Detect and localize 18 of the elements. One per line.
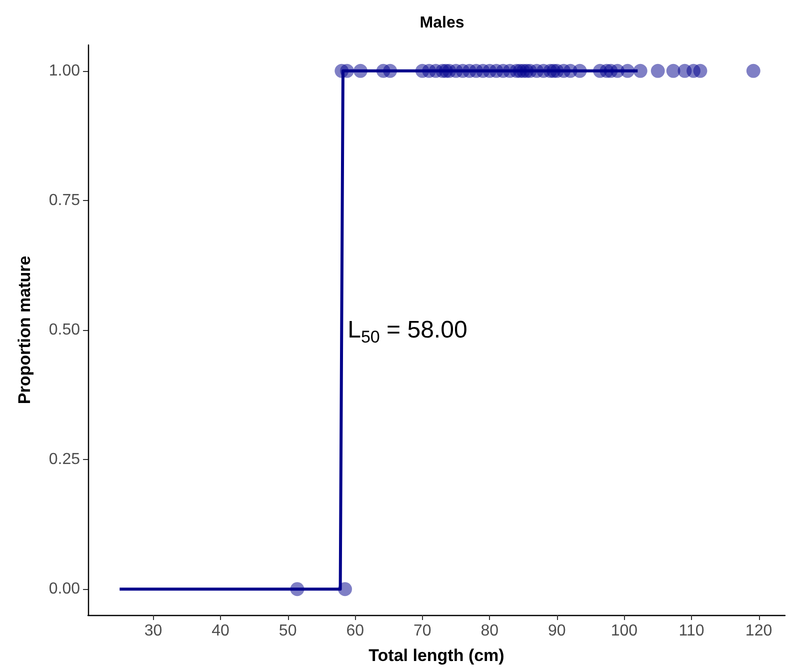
x-tick-label: 100: [610, 622, 638, 640]
y-tick-label: 0.75: [48, 192, 80, 209]
y-tick-label: 0.50: [48, 322, 80, 338]
x-tick-label: 110: [678, 622, 704, 640]
x-tick-label: 30: [144, 622, 162, 640]
y-tick-label: 1.00: [48, 62, 80, 80]
chart-title: Males: [420, 14, 464, 32]
x-tick-label: 80: [480, 622, 499, 640]
y-axis-title: Proportion mature: [15, 256, 34, 404]
x-tick-label: 60: [346, 622, 364, 640]
x-tick-label: 50: [278, 622, 297, 640]
x-tick-label: 120: [745, 622, 772, 640]
x-tick-label: 70: [413, 622, 432, 640]
y-tick-label: 0.25: [48, 451, 80, 468]
x-tick-label: 40: [212, 622, 230, 640]
x-tick-label: 90: [548, 622, 566, 640]
y-tick-label: 0.00: [48, 580, 80, 598]
x-axis-title: Total length (cm): [368, 646, 504, 665]
